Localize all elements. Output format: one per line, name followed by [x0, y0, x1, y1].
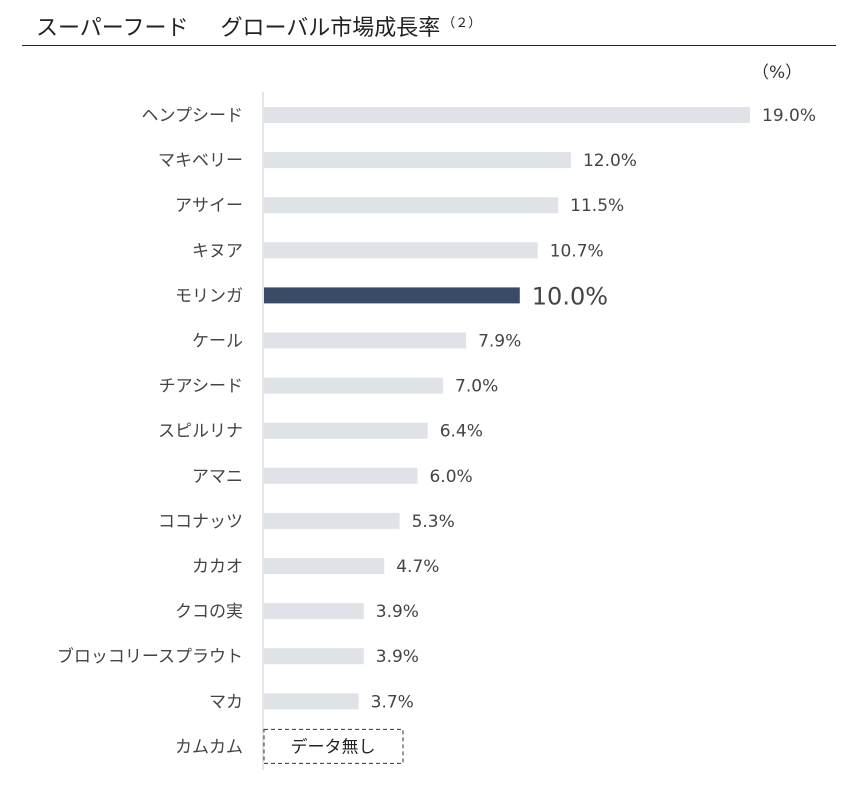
value-label: 11.5%	[570, 196, 624, 216]
category-label: マキベリー	[158, 151, 243, 171]
title-main: スーパーフード	[36, 16, 189, 41]
category-label: ココナッツ	[158, 512, 243, 532]
category-label: カムカム	[175, 737, 243, 757]
bar	[264, 467, 418, 484]
unit-label: （%）	[752, 63, 803, 83]
category-label: ケール	[192, 332, 243, 352]
value-label: 19.0%	[762, 106, 816, 126]
bar	[264, 648, 364, 665]
value-label: 12.0%	[583, 151, 637, 171]
bar	[264, 332, 467, 349]
bar	[264, 152, 571, 169]
bar	[264, 377, 444, 394]
title-footnote-ref: （２）	[442, 16, 482, 31]
category-label: ブロッコリースプラウト	[57, 646, 243, 667]
value-label: 7.9%	[478, 332, 521, 352]
no-data-box	[263, 728, 404, 764]
category-label: チアシード	[159, 377, 243, 397]
value-label: 3.9%	[376, 647, 419, 667]
category-label: アマニ	[192, 467, 243, 487]
category-label: カカオ	[192, 557, 243, 577]
category-label: マカ	[209, 692, 243, 712]
category-label: ヘンプシード	[142, 106, 244, 126]
bar	[264, 603, 364, 620]
value-label: 6.0%	[429, 467, 472, 487]
no-data-label: データ無し	[291, 736, 376, 757]
bar	[264, 693, 359, 710]
value-label: 10.0%	[532, 282, 608, 310]
title-divider	[22, 45, 836, 46]
title-sub: グローバル市場成長率	[220, 16, 441, 41]
bar	[264, 107, 750, 123]
value-label: 4.7%	[396, 557, 439, 577]
bar	[264, 197, 559, 214]
bar	[264, 512, 400, 529]
chart-title: スーパーフード グローバル市場成長率 （２）	[36, 10, 481, 42]
bar	[264, 422, 428, 439]
bar	[264, 287, 520, 304]
value-label: 7.0%	[455, 377, 498, 397]
category-label: スピルリナ	[158, 422, 243, 442]
value-label: 3.9%	[376, 602, 419, 622]
value-label: 6.4%	[440, 422, 483, 442]
bar	[264, 558, 385, 574]
value-label: 3.7%	[371, 692, 414, 712]
category-label: キヌア	[192, 241, 243, 261]
category-label: クコの実	[175, 602, 243, 622]
value-label: 5.3%	[412, 512, 455, 532]
value-label: 10.7%	[550, 241, 604, 261]
category-label: モリンガ	[175, 286, 243, 306]
bar	[264, 242, 538, 259]
category-label: アサイー	[175, 196, 243, 216]
